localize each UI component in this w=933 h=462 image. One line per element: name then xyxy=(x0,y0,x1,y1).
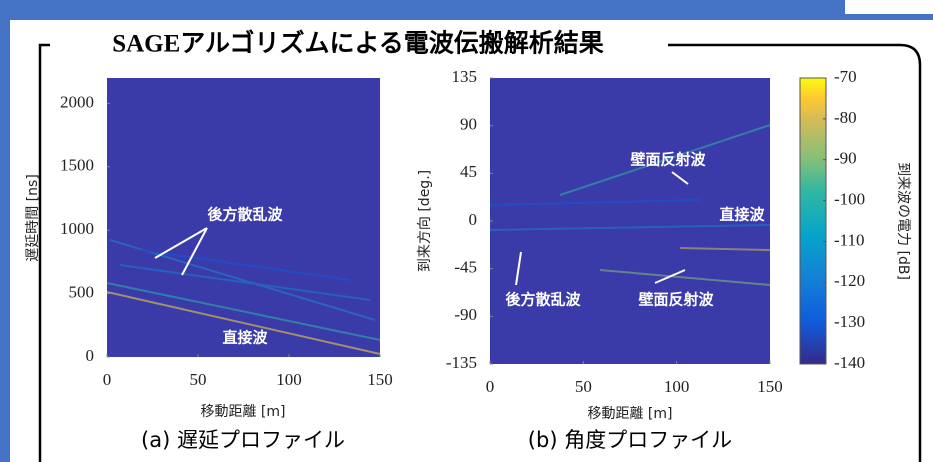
y-axis-label: 遅延時間 [ns] xyxy=(25,174,41,262)
y-tick-label: -135 xyxy=(446,353,477,372)
slide-title: SAGEアルゴリズムによる電波伝搬解析結果 xyxy=(112,29,604,58)
y-tick-label: 1500 xyxy=(60,156,94,175)
top-band xyxy=(0,0,933,20)
y-tick-label: 90 xyxy=(460,115,477,134)
x-tick-label: 50 xyxy=(190,370,207,389)
plot-a: 後方散乱波 直接波 xyxy=(107,78,380,357)
annotation: 壁面反射波 xyxy=(638,291,714,309)
y-tick-label: -90 xyxy=(454,305,477,324)
x-tick-label: 100 xyxy=(664,377,690,396)
colorbar-tick-label: -70 xyxy=(834,67,857,86)
left-band xyxy=(0,0,10,462)
annotation: 後方散乱波 xyxy=(206,206,283,224)
x-tick-label: 150 xyxy=(757,377,783,396)
annotation: 壁面反射波 xyxy=(630,151,706,169)
y-tick-label: 500 xyxy=(69,282,95,301)
colorbar-tick-label: -80 xyxy=(834,108,857,127)
colorbar-tick-label: -90 xyxy=(834,149,857,168)
y-axis-label: 到来方向 [deg.] xyxy=(417,170,433,272)
annotation: 直接波 xyxy=(222,329,268,347)
x-tick-label: 150 xyxy=(367,370,393,389)
y-tick-label: 45 xyxy=(460,162,477,181)
colorbar-tick-label: -110 xyxy=(834,230,865,249)
caption: (a) 遅延プロファイル xyxy=(141,428,345,452)
annotation: 後方散乱波 xyxy=(504,291,581,309)
colorbar-tick-label: -140 xyxy=(834,353,865,372)
y-tick-label: 0 xyxy=(469,210,478,229)
colorbar xyxy=(800,78,826,364)
plot-b: 壁面反射波 直接波 後方散乱波 壁面反射波 xyxy=(490,78,770,364)
x-tick-label: 0 xyxy=(103,370,112,389)
y-tick-label: -45 xyxy=(454,258,477,277)
y-tick-label: 2000 xyxy=(60,92,94,111)
x-tick-label: 50 xyxy=(575,377,592,396)
annotation: 直接波 xyxy=(719,206,765,224)
x-tick-label: 100 xyxy=(276,370,302,389)
caption: (b) 角度プロファイル xyxy=(528,428,732,452)
x-axis-label: 移動距離 [m] xyxy=(587,405,672,422)
y-tick-label: 1000 xyxy=(60,219,94,238)
slide: SAGEアルゴリズムによる電波伝搬解析結果 後方散乱波 直接波 壁面反射波 直接… xyxy=(0,0,933,462)
colorbar-label: 到来波の電力 [dB] xyxy=(895,162,911,280)
colorbar-tick-label: -100 xyxy=(834,189,865,208)
y-tick-label: 0 xyxy=(86,346,95,365)
colorbar-tick-label: -130 xyxy=(834,312,865,331)
colorbar-tick-label: -120 xyxy=(834,271,865,290)
x-axis-label: 移動距離 [m] xyxy=(200,403,285,420)
x-tick-label: 0 xyxy=(486,377,495,396)
top-box xyxy=(845,0,933,14)
y-tick-label: 135 xyxy=(452,67,478,86)
